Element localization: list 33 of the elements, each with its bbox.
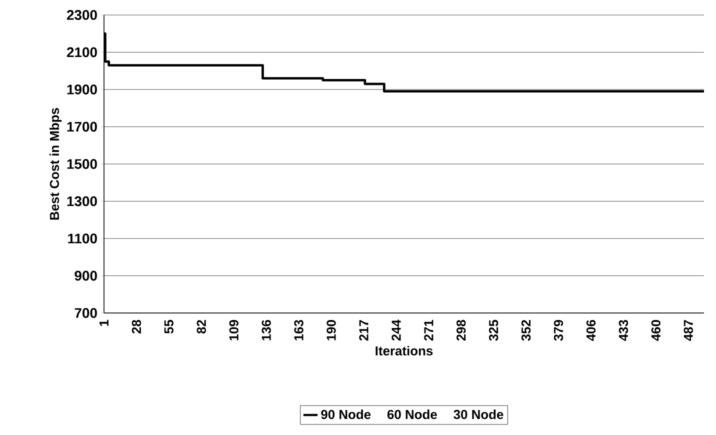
y-axis-title: Best Cost in Mbps — [50, 108, 62, 220]
text: 60 Node — [387, 410, 437, 420]
x-tick-label: 271 — [424, 320, 434, 341]
x-tick-label: 109 — [229, 320, 238, 340]
x-tick-label: 298 — [456, 320, 466, 341]
x-tick-label: 55 — [164, 320, 174, 334]
x-tick-label: 487 — [684, 320, 693, 341]
x-tick-label: 190 — [326, 320, 336, 340]
legend-label: 90 Node — [321, 410, 371, 420]
y-tick-label: 700 — [74, 308, 97, 318]
y-tick-label: 2100 — [66, 47, 97, 58]
y-tick-label: 1300 — [67, 196, 97, 206]
x-tick-label: 406 — [586, 320, 596, 341]
y-tick-label: 1900 — [67, 84, 97, 94]
x-tick-label: 217 — [359, 320, 368, 341]
x-tick-label: 433 — [618, 320, 628, 341]
y-tick-label: 900 — [74, 270, 97, 281]
x-axis-title: Iterations — [376, 346, 433, 356]
x-tick-label: 352 — [521, 320, 531, 341]
y-tick-label: 2300 — [66, 10, 97, 20]
y-tick-label: 1500 — [67, 159, 97, 169]
x-tick-label: 325 — [488, 320, 498, 341]
x-tick-label: 1 — [100, 320, 108, 326]
x-tick-label: 460 — [651, 320, 660, 341]
x-tick-label: 82 — [196, 320, 206, 334]
x-tick-label: 244 — [392, 320, 401, 341]
text: 30 Node — [454, 410, 504, 420]
y-tick-label: 1100 — [68, 234, 97, 244]
x-tick-label: 28 — [132, 320, 142, 334]
x-tick-label: 136 — [262, 320, 271, 340]
x-tick-label: 163 — [294, 320, 304, 340]
x-tick-label: 379 — [554, 320, 564, 341]
y-tick-label: 1700 — [67, 122, 97, 132]
